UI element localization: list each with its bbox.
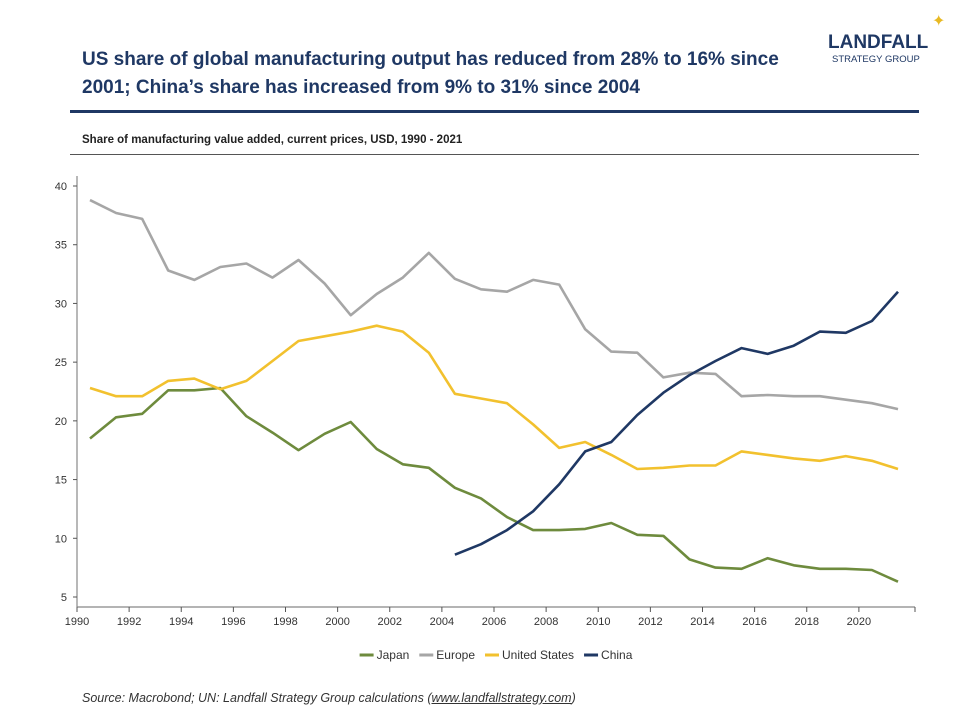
x-tick-label: 2000 [325, 616, 349, 628]
x-tick-label: 1994 [169, 616, 193, 628]
legend-label: Japan [377, 648, 410, 662]
x-tick-label: 1996 [221, 616, 245, 628]
y-tick-label: 10 [55, 533, 67, 545]
x-tick-label: 2006 [482, 616, 506, 628]
x-tick-label: 2020 [847, 616, 871, 628]
y-tick-label: 35 [55, 240, 67, 252]
title-divider [70, 110, 919, 113]
source-suffix: ) [571, 691, 576, 705]
chart-subtitle: Share of manufacturing value added, curr… [82, 134, 463, 146]
source-link[interactable]: www.landfallstrategy.com [431, 691, 572, 705]
x-tick-label: 2018 [795, 616, 819, 628]
source-prefix: Source: Macrobond; UN: Landfall Strategy… [82, 691, 432, 705]
y-tick-label: 15 [55, 475, 67, 487]
y-tick-label: 5 [61, 592, 67, 604]
landfall-logo: LANDFALL STRATEGY GROUP [828, 32, 928, 66]
x-tick-label: 2004 [430, 616, 454, 628]
subtitle-divider [70, 154, 919, 155]
x-tick-label: 1992 [117, 616, 141, 628]
x-tick-label: 2012 [638, 616, 662, 628]
star-icon: ✦ [932, 13, 946, 30]
series-line-china [454, 290, 899, 556]
x-tick-label: 2016 [742, 616, 766, 628]
x-tick-label: 2010 [586, 616, 610, 628]
series-line-europe [89, 198, 899, 411]
x-tick-label: 1990 [65, 616, 89, 628]
logo-line2: STRATEGY GROUP [832, 54, 920, 65]
x-tick-label: 1998 [273, 616, 297, 628]
logo-line1: LANDFALL [828, 32, 929, 53]
x-tick-label: 2002 [378, 616, 402, 628]
legend-label: Europe [436, 648, 475, 662]
y-tick-label: 20 [55, 416, 67, 428]
series-line-united-states [89, 324, 899, 471]
legend-label: United States [502, 648, 574, 662]
y-tick-label: 30 [55, 298, 67, 310]
x-tick-label: 2014 [690, 616, 714, 628]
series-line-japan [89, 386, 899, 583]
y-tick-label: 40 [55, 181, 67, 193]
legend-label: China [601, 648, 633, 662]
y-tick-label: 25 [55, 357, 67, 369]
source-note: Source: Macrobond; UN: Landfall Strategy… [82, 691, 576, 705]
x-tick-label: 2008 [534, 616, 558, 628]
page-title: US share of global manufacturing output … [82, 49, 779, 98]
